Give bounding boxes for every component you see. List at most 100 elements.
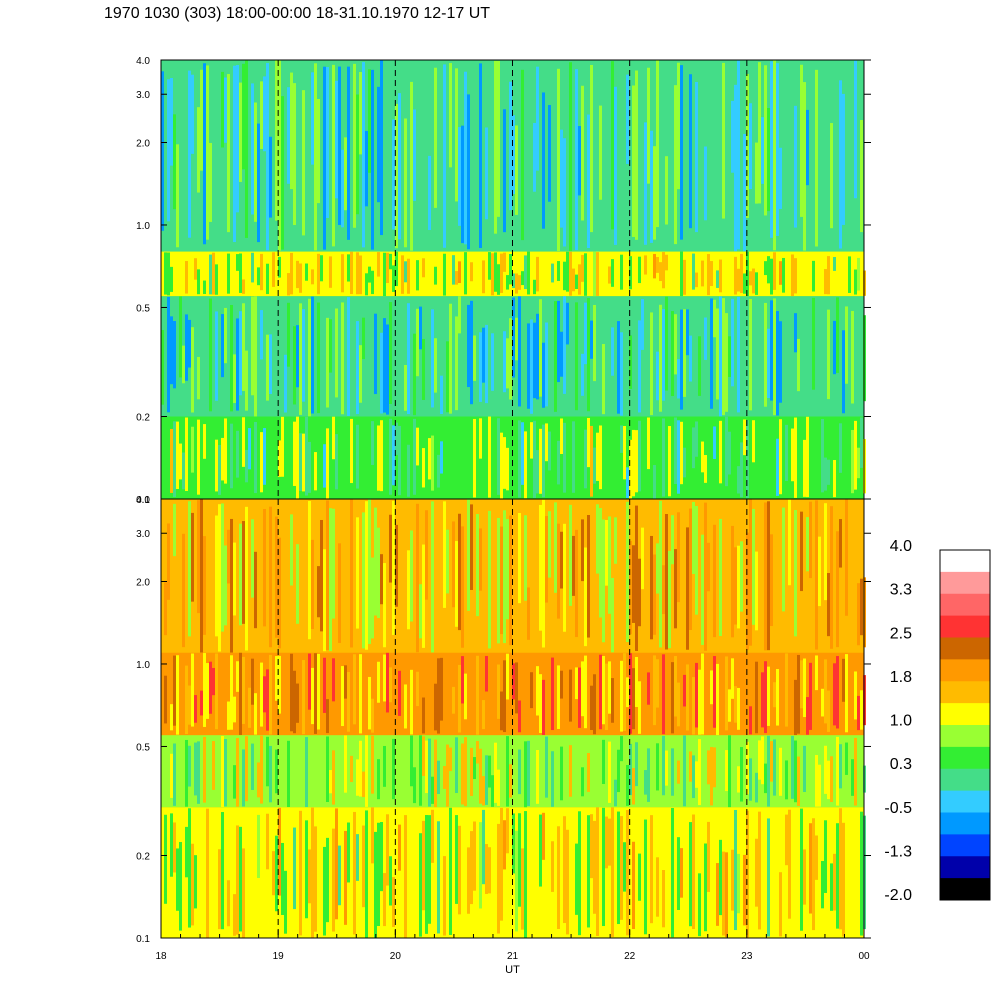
spectrum-strip — [353, 63, 356, 228]
spectrum-strip — [638, 558, 641, 627]
spectrum-strip — [509, 318, 512, 400]
spectrum-strip — [707, 750, 710, 785]
spectrum-strip — [617, 321, 620, 414]
colorbar-label: 0.3 — [890, 756, 912, 773]
spectrum-strip — [422, 736, 425, 776]
spectrum-strip — [398, 93, 401, 240]
spectrum-strip — [635, 656, 638, 707]
spectrum-strip — [629, 743, 632, 796]
spectrum-strip — [503, 109, 506, 233]
spectrum-strip — [635, 505, 638, 651]
spectrum-strip — [326, 699, 329, 734]
spectrum-strip — [842, 330, 845, 414]
spectrum-strip — [467, 94, 470, 250]
spectrum-strip — [425, 510, 428, 600]
spectrum-strip — [695, 506, 698, 615]
spectrum-strip — [560, 531, 563, 589]
spectrum-strip — [629, 335, 632, 389]
spectrum-strip — [191, 74, 194, 154]
spectrum-strip — [341, 149, 344, 228]
spectrum-strip — [395, 524, 398, 607]
spectrum-strip — [743, 273, 746, 294]
y-tick-label: 3.0 — [136, 90, 150, 101]
spectrum-strip — [710, 746, 713, 806]
spectrum-strip — [602, 656, 605, 725]
colorbar-swatch — [940, 593, 990, 617]
spectrum-strip — [857, 257, 860, 291]
spectrum-strip — [659, 500, 662, 648]
spectrum-strip — [650, 535, 653, 640]
spectrum-strip — [464, 252, 467, 295]
spectrum-strip — [206, 663, 209, 719]
spectrum-strip — [185, 739, 188, 807]
spectrum-strip — [389, 253, 392, 270]
spectrum-strip — [845, 499, 848, 616]
spectrum-strip — [824, 457, 827, 491]
spectrum-strip — [275, 656, 278, 701]
spectrum-strip — [686, 309, 689, 356]
spectrum-strip — [791, 254, 794, 297]
spectrum-strip — [218, 849, 221, 930]
spectrum-strip — [299, 810, 302, 936]
spectrum-strip — [377, 527, 380, 619]
spectrum-strip — [569, 504, 572, 606]
spectrum-strip — [290, 514, 293, 586]
spectrum-strip — [815, 655, 818, 691]
spectrum-strip — [266, 63, 269, 251]
spectrum-strip — [710, 261, 713, 287]
spectrum-strip — [584, 655, 587, 729]
spectrum-strip — [389, 514, 392, 583]
spectrum-strip — [443, 766, 446, 789]
spectrum-strip — [818, 764, 821, 807]
spectrum-strip — [794, 417, 797, 498]
y-tick-label: 0.5 — [136, 303, 150, 314]
spectrum-strip — [656, 857, 659, 917]
spectrum-strip — [518, 813, 521, 907]
spectrum-strip — [803, 658, 806, 718]
spectrum-strip — [674, 85, 677, 245]
spectrum-strip — [305, 737, 308, 808]
spectrum-strip — [833, 320, 836, 375]
spectrum-strip — [464, 71, 467, 245]
spectrum-strip — [551, 657, 554, 731]
spectrum-strip — [581, 353, 584, 396]
spectrum-strip — [569, 251, 572, 296]
spectrum-strip — [479, 418, 482, 459]
spectrum-strip — [737, 268, 740, 292]
spectrum-strip — [404, 261, 407, 283]
spectrum-strip — [644, 255, 647, 275]
axes-layer: 0.10.20.51.02.03.04.00.10.20.51.02.03.04… — [136, 56, 871, 976]
spectrum-strip — [233, 65, 236, 243]
spectrum-strip — [791, 428, 794, 482]
spectrum-strip — [596, 432, 599, 481]
spectrum-strip — [770, 741, 773, 782]
spectrum-strip — [857, 447, 860, 479]
spectrum-strip — [587, 815, 590, 928]
spectrum-strip — [509, 764, 512, 798]
spectrum-strip — [269, 506, 272, 648]
spectrum-strip — [737, 60, 740, 250]
spectrum-strip — [605, 520, 608, 586]
spectrum-strip — [383, 873, 386, 927]
spectrum-strip — [374, 507, 377, 616]
spectrum-strip — [623, 653, 626, 731]
spectrum-strip — [491, 775, 494, 807]
spectrum-strip — [344, 735, 347, 793]
spectrum-strip — [293, 827, 296, 910]
spectrum-strip — [671, 515, 674, 565]
spectrum-strip — [719, 296, 722, 417]
spectrum-strip — [281, 842, 284, 915]
spectrum-strip — [380, 60, 383, 236]
spectrum-strip — [737, 687, 740, 730]
spectrum-strip — [749, 499, 752, 646]
spectrum-strip — [767, 328, 770, 399]
spectrum-strip — [182, 533, 185, 648]
spectrum-strip — [527, 251, 530, 295]
spectrum-strip — [326, 67, 329, 218]
spectrum-strip — [482, 700, 485, 730]
spectrum-strip — [734, 686, 737, 723]
spectrum-strip — [668, 426, 671, 497]
colorbar-swatch — [940, 637, 990, 660]
y-tick-label: 0.5 — [136, 742, 150, 753]
spectrum-strip — [836, 736, 839, 806]
